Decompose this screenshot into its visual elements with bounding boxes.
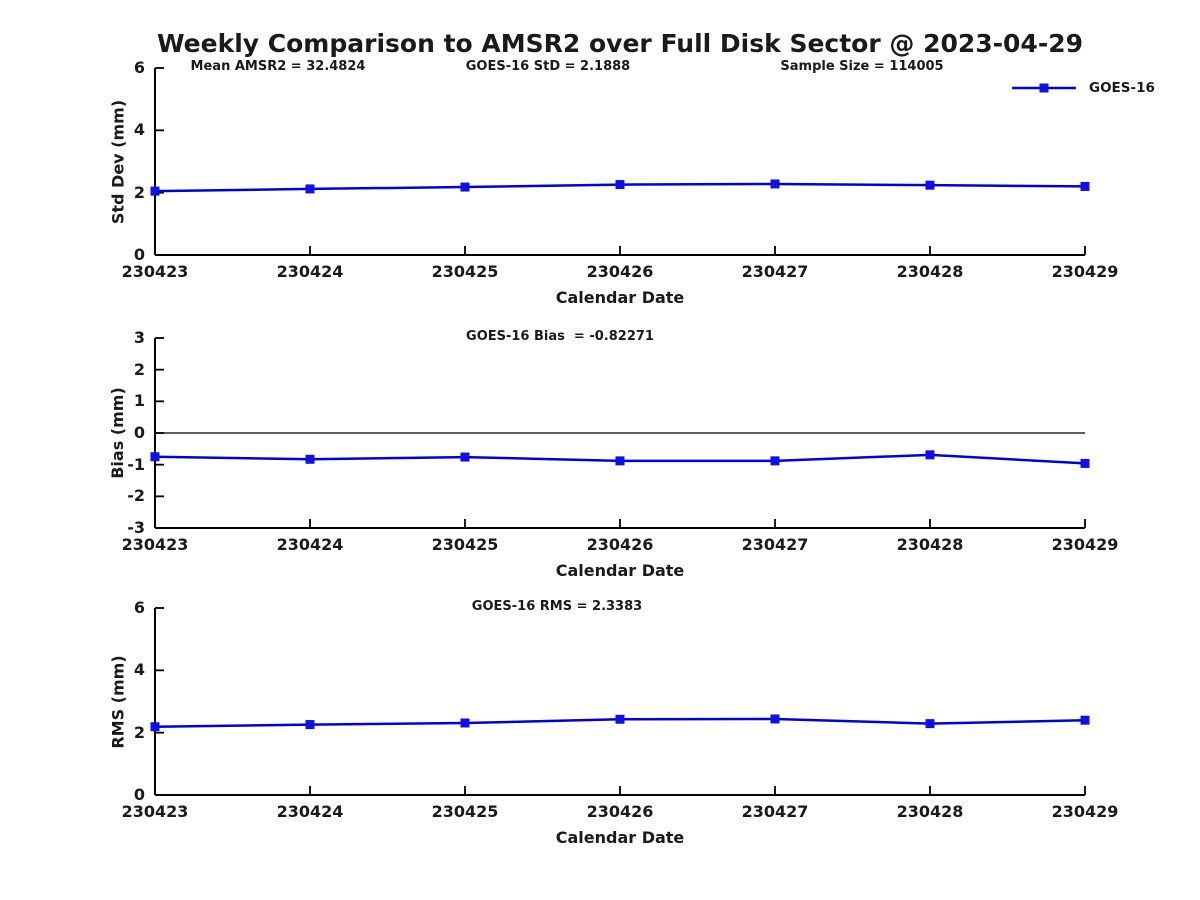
annotation-rms-0: GOES-16 RMS = 2.3383	[471, 599, 643, 614]
x-tick-label: 230423	[121, 262, 189, 281]
chart-title: Weekly Comparison to AMSR2 over Full Dis…	[156, 29, 1083, 58]
annotation-bias-0: GOES-16 Bias = -0.82271	[466, 329, 654, 344]
y-tick-label: 6	[133, 598, 145, 617]
annotation-std-dev-2: Sample Size = 114005	[780, 59, 944, 74]
data-point-marker	[460, 452, 470, 462]
x-tick-label: 230429	[1051, 535, 1119, 554]
y-tick-label: 2	[133, 722, 145, 742]
x-tick-label: 230424	[276, 802, 344, 821]
y-tick-label: 1	[133, 391, 145, 411]
x-tick-label: 230428	[896, 535, 964, 554]
data-point-marker	[925, 450, 935, 460]
data-point-marker	[615, 714, 625, 724]
x-tick-label: 230424	[276, 535, 344, 554]
data-point-marker	[925, 719, 935, 729]
data-point-marker	[460, 182, 470, 192]
x-tick-label: 230427	[741, 535, 809, 554]
legend-label: GOES-16	[1089, 80, 1155, 96]
data-point-marker	[305, 720, 315, 730]
data-point-marker	[150, 452, 160, 462]
y-tick-label: 2	[133, 359, 145, 379]
annotation-std-dev-1: GOES-16 StD = 2.1888	[465, 59, 631, 74]
plot-svg-rms	[150, 607, 1090, 796]
x-tick-label: 230423	[121, 802, 189, 821]
y-tick-label: 0	[133, 423, 145, 442]
y-axis-label: RMS (mm)	[108, 654, 127, 749]
x-axis-label: Calendar Date	[555, 828, 685, 847]
y-tick-label: 0	[133, 785, 145, 804]
y-tick-label: -3	[127, 518, 145, 537]
y-tick-label: 2	[133, 182, 145, 202]
data-point-marker	[615, 180, 625, 190]
data-point-marker	[770, 179, 780, 189]
y-axis-label: Bias (mm)	[108, 387, 127, 479]
x-tick-label: 230424	[276, 262, 344, 281]
legend-marker-icon	[1039, 83, 1049, 93]
x-axis-label: Calendar Date	[555, 561, 685, 580]
x-tick-label: 230428	[896, 802, 964, 821]
x-tick-label: 230427	[741, 802, 809, 821]
y-tick-label: 4	[133, 120, 145, 140]
x-tick-label: 230428	[896, 262, 964, 281]
data-point-marker	[150, 722, 160, 732]
plot-svg-bias	[150, 337, 1090, 529]
data-point-marker	[615, 456, 625, 466]
plot-svg-std-dev	[150, 67, 1090, 256]
legend: GOES-16	[1012, 79, 1155, 97]
x-tick-label: 230425	[431, 802, 499, 821]
x-tick-label: 230423	[121, 535, 189, 554]
data-point-marker	[1080, 458, 1090, 468]
x-tick-label: 230426	[586, 262, 654, 281]
y-axis-label: Std Dev (mm)	[108, 99, 127, 224]
x-axis-label: Calendar Date	[555, 288, 685, 307]
data-point-marker	[460, 718, 470, 728]
data-point-marker	[770, 456, 780, 466]
legend-swatch	[1012, 83, 1076, 93]
y-tick-label: 3	[133, 328, 145, 347]
x-tick-label: 230426	[586, 535, 654, 554]
data-point-marker	[305, 184, 315, 194]
y-tick-label: -2	[127, 486, 145, 506]
data-point-marker	[305, 454, 315, 464]
x-tick-label: 230425	[431, 262, 499, 281]
y-tick-label: 0	[133, 245, 145, 264]
x-tick-label: 230425	[431, 535, 499, 554]
y-tick-label: 6	[133, 58, 145, 77]
x-tick-label: 230429	[1051, 262, 1119, 281]
x-tick-label: 230426	[586, 802, 654, 821]
y-tick-label: 4	[133, 660, 145, 680]
data-point-marker	[1080, 715, 1090, 725]
data-point-marker	[1080, 181, 1090, 191]
annotation-std-dev-0: Mean AMSR2 = 32.4824	[190, 59, 366, 74]
data-point-marker	[770, 714, 780, 724]
x-tick-label: 230427	[741, 262, 809, 281]
x-tick-label: 230429	[1051, 802, 1119, 821]
data-point-marker	[150, 186, 160, 196]
data-point-marker	[925, 180, 935, 190]
y-tick-label: -1	[127, 454, 145, 474]
